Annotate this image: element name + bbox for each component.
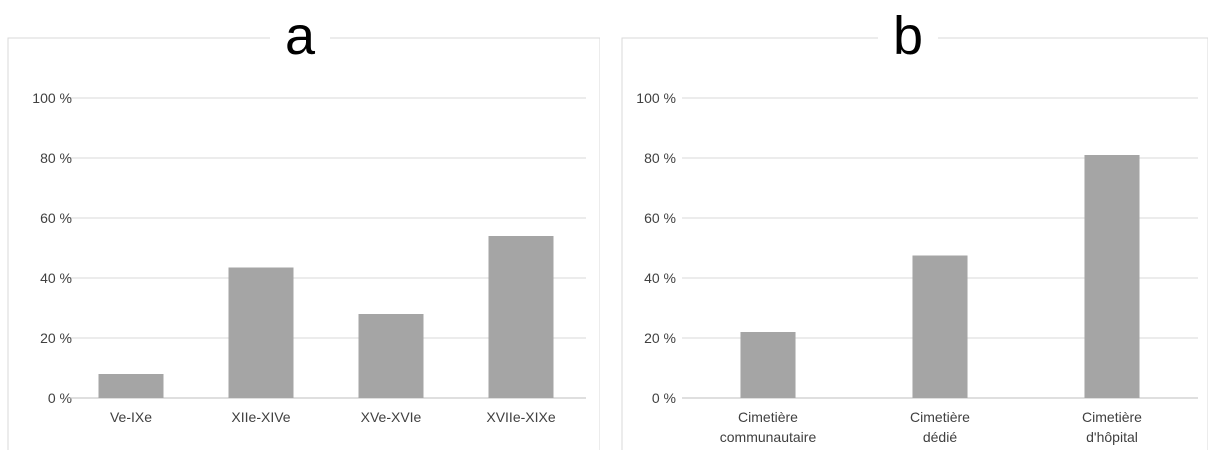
y-tick-label: 100 % bbox=[636, 90, 676, 106]
panel-letter-mask bbox=[878, 34, 938, 44]
chart-b: 0 % 20 % 40 % 60 % 80 % 100 % Cimetière communa… bbox=[621, 6, 1208, 450]
y-tick-label: 80 % bbox=[644, 150, 676, 166]
x-tick-label: XIIe-XIVe bbox=[231, 409, 290, 425]
y-tick-label: 20 % bbox=[40, 330, 72, 346]
y-tick-label: 0 % bbox=[652, 390, 676, 406]
bar bbox=[740, 332, 796, 398]
bar bbox=[358, 314, 424, 398]
bar bbox=[912, 255, 968, 398]
y-tick-label: 40 % bbox=[644, 270, 676, 286]
x-tick-label: Cimetière bbox=[1082, 409, 1142, 425]
x-tick-label: XVIIe-XIXe bbox=[486, 409, 555, 425]
bar bbox=[488, 236, 554, 398]
bar bbox=[228, 267, 294, 398]
panel-letter: b bbox=[893, 6, 923, 66]
panel-letter-mask bbox=[270, 34, 330, 44]
x-tick-label: d'hôpital bbox=[1086, 429, 1138, 445]
y-tick-label: 20 % bbox=[644, 330, 676, 346]
bar bbox=[98, 374, 164, 398]
x-tick-label: Ve-IXe bbox=[110, 409, 152, 425]
chart-panel-b: 0 % 20 % 40 % 60 % 80 % 100 % Cimetière communa… bbox=[612, 0, 1208, 452]
chart-panel-a: 0 % 20 % 40 % 60 % 80 % 100 % Ve-IXe XIIe-XIVe X… bbox=[0, 0, 600, 452]
y-tick-label: 80 % bbox=[40, 150, 72, 166]
y-tick-label: 100 % bbox=[32, 90, 72, 106]
y-tick-label: 40 % bbox=[40, 270, 72, 286]
x-tick-label: Cimetière bbox=[738, 409, 798, 425]
x-tick-label: Cimetière bbox=[910, 409, 970, 425]
x-tick-label: XVe-XVIe bbox=[361, 409, 422, 425]
panel-letter: a bbox=[285, 6, 316, 66]
chart-a: 0 % 20 % 40 % 60 % 80 % 100 % Ve-IXe XIIe-XIVe X… bbox=[7, 6, 600, 450]
y-tick-label: 60 % bbox=[40, 210, 72, 226]
x-tick-label: dédié bbox=[923, 429, 957, 445]
bar bbox=[1084, 155, 1140, 398]
x-tick-label: communautaire bbox=[720, 429, 817, 445]
y-tick-label: 60 % bbox=[644, 210, 676, 226]
y-tick-label: 0 % bbox=[48, 390, 72, 406]
